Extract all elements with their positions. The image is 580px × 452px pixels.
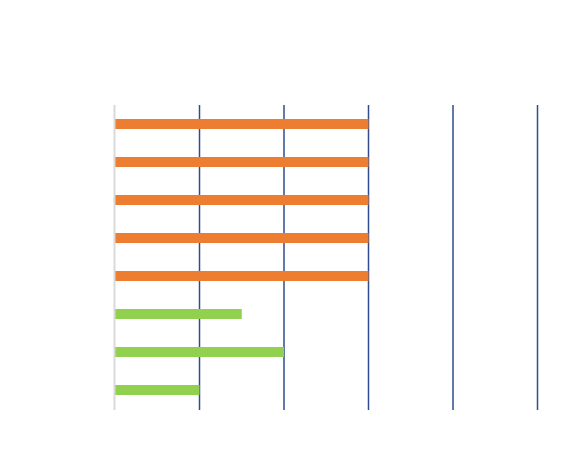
bar-8 [115,385,200,395]
bar-4 [115,233,369,243]
bar-1 [115,119,369,129]
bar-6 [115,309,242,319]
bar-5 [115,271,369,281]
bar-3 [115,195,369,205]
bar-2 [115,157,369,167]
gridlines [198,105,539,410]
bar-7 [115,347,284,357]
bars [115,119,369,395]
